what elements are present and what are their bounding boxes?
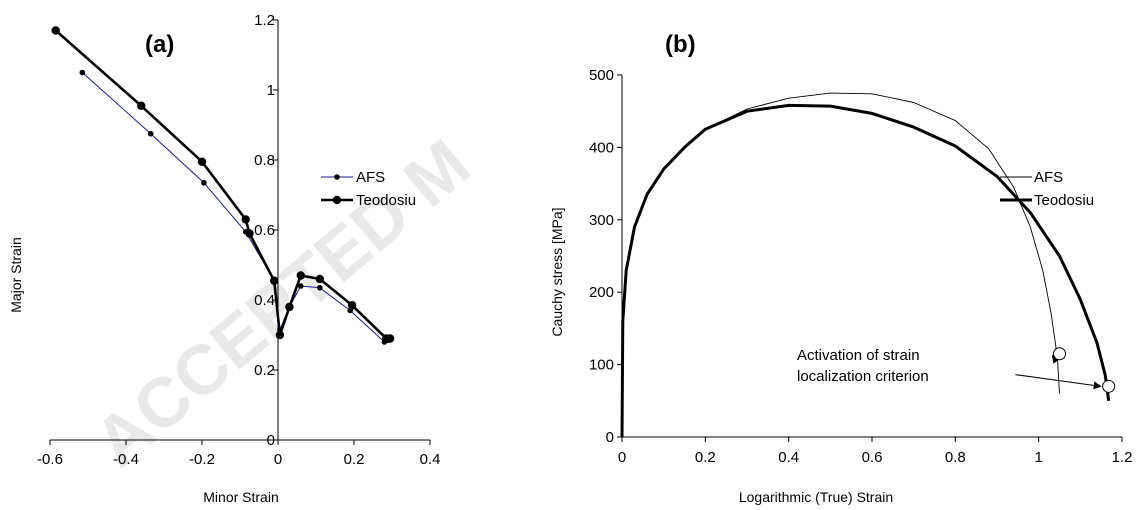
panel-a-x-tick-label: 0.2 — [344, 451, 365, 468]
localization-marker — [1102, 379, 1116, 393]
panel-b-y-tick-label: 100 — [589, 357, 614, 374]
data-point-teodosiu — [245, 229, 254, 238]
panel-b-y-tick-label: 400 — [589, 139, 614, 156]
panel-b-y-tick-label: 200 — [589, 284, 614, 301]
panel-b-x-tick-label: 1.2 — [1112, 449, 1133, 466]
svg-text:ACCEPTED M: ACCEPTED M — [80, 124, 485, 481]
legend-afs-marker — [334, 174, 340, 180]
data-point-teodosiu — [51, 26, 60, 35]
data-point-afs — [317, 284, 323, 291]
panel-a-y-tick-label: 0.4 — [254, 292, 275, 309]
data-point-teodosiu — [241, 215, 250, 224]
legend-teodosiu-label: Teodosiu — [356, 192, 416, 209]
panel-a-x-tick-label: 0 — [274, 451, 282, 468]
data-point-teodosiu — [315, 274, 324, 284]
data-point-teodosiu — [296, 271, 305, 280]
chart-panel-a: (a) Major Strain Minor Strain -0.6 -0.4 -0… — [8, 12, 440, 505]
panel-a-x-tick-label: -0.4 — [113, 451, 139, 468]
panel-a-y-tick-label: 0.2 — [254, 362, 275, 379]
legend-b-afs-label: AFS — [1034, 169, 1063, 186]
panel-a-y-tick-label: 1 — [267, 82, 275, 99]
panel-b-x-tick-label: 1 — [1034, 449, 1042, 466]
panel-a-x-tick-label: 0.4 — [420, 451, 441, 468]
panel-b-x-tick-label: 0 — [618, 449, 626, 466]
panel-a-y-tick-label: 0.8 — [254, 152, 275, 169]
panel-b-x-tick-label: 0.6 — [862, 449, 883, 466]
annotation-arrow — [1015, 374, 1102, 390]
data-point-teodosiu — [270, 276, 279, 285]
data-point-afs — [298, 283, 304, 289]
legend-teodosiu-marker — [332, 195, 342, 205]
legend-afs-label: AFS — [356, 169, 385, 186]
data-point-teodosiu — [385, 334, 395, 343]
data-point-afs — [147, 130, 154, 137]
panel-a-x-axis-title: Minor Strain — [203, 489, 278, 505]
panel-b-legend: AFS Teodosiu — [1000, 169, 1094, 209]
data-point-afs — [201, 179, 207, 186]
annotation-line-2: localization criterion — [797, 368, 929, 385]
data-point-teodosiu — [347, 301, 357, 310]
data-point-teodosiu — [197, 157, 207, 166]
data-point-teodosiu — [285, 302, 294, 312]
panel-b-x-tick-label: 0.4 — [778, 449, 799, 466]
annotation: Activation of strain localization criter… — [797, 347, 929, 385]
panel-a-y-tick-label: 1.2 — [254, 12, 275, 29]
panel-a-y-axis-title: Major Strain — [8, 237, 24, 312]
chart-panel-b: (b) Cauchy stress [MPa] Logarithmic (Tru… — [549, 31, 1132, 505]
panel-b-y-axis-title: Cauchy stress [MPa] — [549, 207, 565, 336]
data-point-teodosiu — [275, 330, 285, 340]
panel-a-y-tick-label: 0 — [267, 432, 275, 449]
panel-b-y-tick-label: 0 — [606, 429, 614, 446]
panel-a-label: (a) — [145, 31, 174, 58]
data-point-afs — [79, 69, 86, 76]
panel-a-y-tick-label: 0.6 — [254, 222, 275, 239]
panel-b-y-tick-label: 300 — [589, 212, 614, 229]
watermark: ACCEPTED M — [80, 124, 485, 481]
panel-b-label: (b) — [665, 31, 696, 58]
data-point-teodosiu — [137, 101, 146, 110]
panel-a-x-tick-label: -0.2 — [189, 451, 215, 468]
annotation-line-1: Activation of strain — [797, 347, 920, 364]
panel-b-x-tick-label: 0.8 — [945, 449, 966, 466]
panel-b-y-tick-label: 500 — [589, 67, 614, 84]
legend-b-teodosiu-label: Teodosiu — [1034, 192, 1094, 209]
curve-teodosiu — [620, 103, 1111, 438]
annotation-arrow — [1051, 354, 1060, 364]
panel-a-legend: AFS Teodosiu — [321, 169, 416, 209]
panel-b-x-axis-title: Logarithmic (True) Strain — [739, 489, 893, 505]
localization-marker — [1053, 347, 1066, 361]
panel-a-x-tick-label: -0.6 — [37, 451, 63, 468]
panel-b-x-tick-label: 0.2 — [695, 449, 716, 466]
